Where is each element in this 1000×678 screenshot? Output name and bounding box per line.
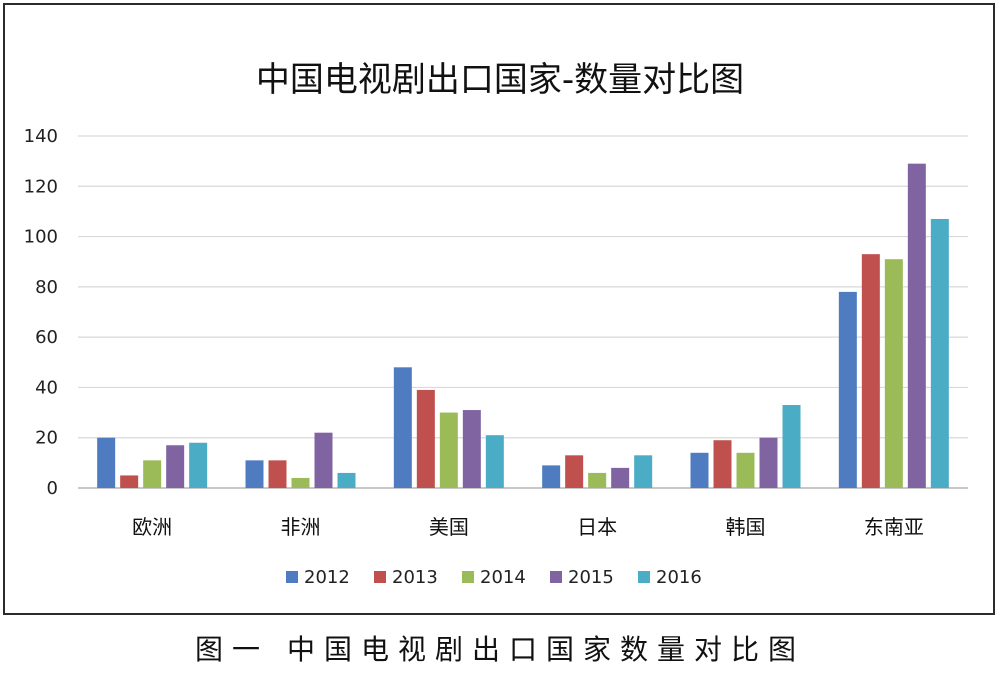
bar xyxy=(416,389,435,488)
legend-label: 2016 xyxy=(656,567,702,588)
bar xyxy=(189,442,208,488)
legend-label: 2014 xyxy=(480,567,526,588)
x-tick-label: 韩国 xyxy=(726,515,766,539)
bar xyxy=(337,472,356,488)
x-tick-label: 日本 xyxy=(577,515,617,539)
bar xyxy=(861,254,880,488)
y-tick-label: 100 xyxy=(24,227,58,248)
legend-swatch xyxy=(286,571,298,583)
y-tick-label: 60 xyxy=(35,327,58,348)
bar xyxy=(97,437,116,488)
gridlines xyxy=(78,135,968,489)
y-tick-label: 40 xyxy=(35,377,58,398)
bar xyxy=(690,452,709,488)
bar xyxy=(485,435,504,488)
legend-swatch xyxy=(550,571,562,583)
chart-frame xyxy=(3,3,995,615)
bar xyxy=(713,440,732,488)
y-tick-label: 80 xyxy=(35,277,58,298)
bar xyxy=(268,460,287,488)
legend: 2012 2013 2014 2015 2016 xyxy=(286,567,702,588)
bar xyxy=(907,163,926,488)
bar xyxy=(884,259,903,488)
x-tick-label: 非洲 xyxy=(281,515,321,539)
y-tick-label: 0 xyxy=(47,478,58,499)
bar xyxy=(634,455,653,488)
bar xyxy=(462,410,481,488)
axes: 0 20 40 60 80 100 120 140 欧洲 非洲 美国 日本 韩国 东南亚 xyxy=(24,126,924,539)
bar xyxy=(838,291,857,488)
bar xyxy=(565,455,584,488)
legend-swatch xyxy=(374,571,386,583)
bar xyxy=(314,432,333,488)
bar xyxy=(588,472,607,488)
y-tick-label: 140 xyxy=(24,126,58,147)
legend-swatch xyxy=(462,571,474,583)
legend-label: 2012 xyxy=(304,567,350,588)
legend-label: 2015 xyxy=(568,567,614,588)
y-tick-label: 20 xyxy=(35,428,58,449)
legend-swatch xyxy=(638,571,650,583)
bar xyxy=(291,477,310,488)
bar xyxy=(393,367,412,488)
figure-caption: 图一 中国电视剧出口国家数量对比图 xyxy=(195,633,805,666)
y-tick-label: 120 xyxy=(24,176,58,197)
bar xyxy=(245,460,264,488)
bar xyxy=(611,467,630,488)
bar xyxy=(143,460,162,488)
bar xyxy=(542,465,561,488)
bar xyxy=(782,405,801,488)
bar-chart: 0 20 40 60 80 100 120 140 欧洲 非洲 美国 日本 韩国 东南亚 2012 2013… xyxy=(24,126,968,588)
legend-label: 2013 xyxy=(392,567,438,588)
bar xyxy=(736,452,755,488)
x-tick-label: 欧洲 xyxy=(132,515,172,539)
bar xyxy=(759,437,778,488)
x-tick-label: 美国 xyxy=(429,515,469,539)
bar xyxy=(930,218,949,488)
bar xyxy=(120,475,139,488)
bar xyxy=(166,445,185,488)
bar xyxy=(439,412,458,488)
bars xyxy=(97,163,949,488)
chart-title: 中国电视剧出口国家-数量对比图 xyxy=(255,60,745,100)
x-tick-label: 东南亚 xyxy=(864,515,924,539)
